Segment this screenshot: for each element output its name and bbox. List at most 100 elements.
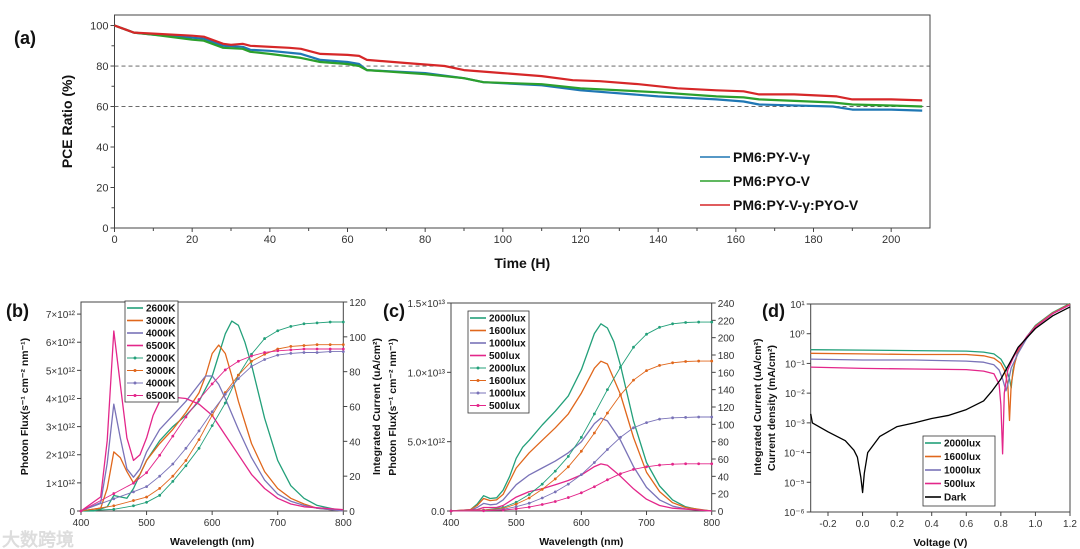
data-point [210,413,214,417]
data-point [606,478,609,482]
data-point [328,343,332,347]
legend: 2000lux1600lux1000lux500lux2000lux1600lu… [467,310,530,414]
panel-1: (b)400 500 600 700 80001×10¹²2×10¹²3×10¹²4×1… [6,298,383,548]
data-point [579,473,583,476]
series-line-5 [80,344,344,512]
x-tick-label: 0.8 [994,519,1008,530]
y2-axis-label: Integrated Current (uA/cm²) [752,338,764,475]
data-point [684,416,688,419]
data-point [710,359,714,363]
data-point [697,415,701,419]
data-point [341,347,345,351]
data-point [619,393,622,397]
data-point [671,416,674,420]
x-tick-label: 700 [638,518,655,529]
x-tick-label: 1.2 [1063,519,1077,530]
data-point [263,337,267,340]
data-point [184,459,188,462]
panel-label: (c) [383,301,405,321]
data-point [449,509,453,513]
y2-tick-label: 180 [718,351,735,362]
series-line-3 [80,330,344,512]
y-tick-label: 80 [96,61,108,73]
data-point [632,468,635,471]
series-line-2 [80,375,344,512]
legend-marker [476,366,480,370]
legend-marker [133,381,137,385]
series-line-0 [114,24,923,112]
series-line-2 [810,304,1071,392]
x-tick-label: 0.6 [959,519,973,530]
data-point [540,496,544,500]
data-point [579,449,583,453]
x-axis-label: Wavelength (nm) [539,536,623,548]
data-point [684,360,688,363]
y-tick-label: 5×10¹² [46,366,76,377]
y-tick-label: 5.0×10¹² [407,438,445,449]
x-tick-label: 80 [419,234,431,246]
data-point [658,463,661,467]
data-point [592,412,596,416]
x-tick-label: 200 [882,234,900,246]
y2-tick-label: 140 [718,386,735,397]
data-point [158,486,162,490]
data-point [341,320,345,324]
x-tick-label: 100 [494,234,512,246]
data-point [171,462,175,466]
y-tick-label: 3×10¹² [46,423,76,434]
x-tick-label: 0.4 [925,519,939,530]
x-tick-label: 600 [573,518,590,529]
y-axis-label: Current density (mA/cm²) [766,345,778,471]
data-point [540,482,544,486]
data-point [619,435,622,439]
x-tick-label: 20 [186,234,198,246]
data-point [223,401,227,405]
data-point [527,496,531,500]
data-point [566,496,570,499]
x-tick-label: 800 [703,518,720,529]
y2-tick-label: 220 [718,316,735,327]
legend-label: 6500K [146,341,176,352]
legend-marker [476,379,480,382]
data-point [632,378,635,382]
data-point [184,415,188,419]
y-tick-label: 10⁰ [790,330,805,341]
series-line-1 [80,344,344,512]
data-point [145,495,148,499]
data-point [579,491,583,495]
y2-tick-label: 120 [349,298,366,309]
data-point [250,359,253,363]
data-point [276,329,280,333]
x-tick-label: 600 [204,518,221,529]
data-point [171,434,175,438]
y-tick-label: 20 [96,183,108,195]
legend-label: 500lux [489,351,521,362]
legend-label: 2600K [146,304,176,315]
legend-label: 4000K [146,379,176,390]
y2-tick-label: 60 [718,455,730,466]
data-point [171,479,175,483]
y-tick-label: 1.0×10¹³ [407,368,445,379]
data-point [710,320,714,324]
x-tick-label: 400 [443,518,460,529]
data-point [145,500,148,504]
series-line-1 [450,360,712,512]
panel-label: (b) [6,301,29,321]
data-point [684,462,688,466]
x-tick-label: 0.0 [856,519,870,530]
data-point [236,373,240,377]
x-tick-label: 180 [804,234,822,246]
data-point [171,474,175,478]
series-line-0 [810,302,1071,389]
x-axis-label: Time (H) [494,255,550,271]
legend-label: PM6:PYO-V [733,173,811,189]
y-tick-label: 0 [102,223,108,235]
data-point [619,472,622,476]
x-axis-label: Wavelength (nm) [170,536,254,548]
data-point [79,509,83,513]
y-tick-label: 10⁻⁴ [784,449,805,460]
data-point [697,462,701,466]
data-point [302,322,306,326]
y-tick-label: 4×10¹² [46,394,76,405]
legend-marker [133,356,137,360]
